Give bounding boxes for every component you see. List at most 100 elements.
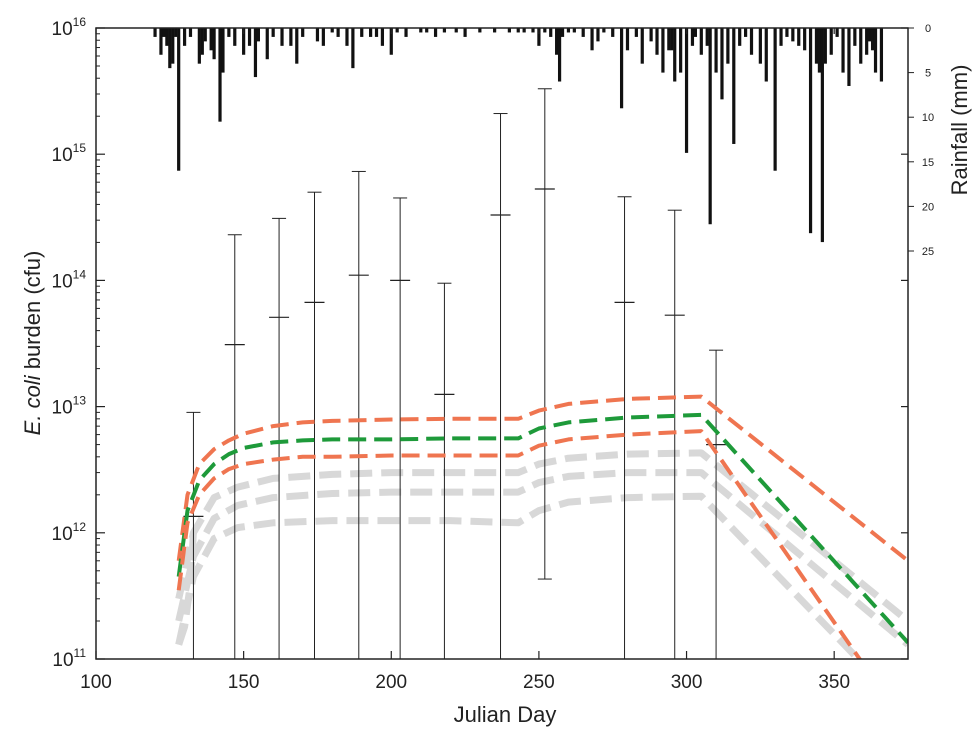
rain-bar-97 [797, 28, 800, 46]
rain-bar-22 [257, 28, 260, 41]
rain-bar-58 [558, 28, 561, 82]
y-tick-label-exponent: 14 [73, 267, 87, 281]
y2-tick-label-20: 20 [922, 201, 934, 213]
rain-bar-89 [744, 28, 747, 37]
rain-bar-86 [726, 28, 729, 64]
rain-bar-16 [221, 28, 224, 73]
series-line-gray-3 [179, 496, 864, 665]
y-tick-label-exponent: 16 [73, 15, 87, 29]
rain-bar-88 [738, 28, 741, 46]
y-tick-label-base: 10 [52, 271, 73, 292]
rain-bar-72 [655, 28, 658, 55]
rain-bar-105 [836, 28, 839, 37]
rain-bar-83 [709, 28, 712, 224]
y-axis-title: E. coli burden (cfu) [20, 251, 45, 436]
rain-bar-109 [859, 28, 862, 64]
rain-bar-9 [189, 28, 192, 37]
y-tick-label-exponent: 13 [73, 394, 87, 408]
x-tick-label-150: 150 [228, 672, 260, 693]
rain-bar-32 [337, 28, 340, 37]
y-axis-title-italic: E. coli [20, 374, 45, 435]
y2-tick-label-5: 5 [925, 68, 931, 80]
y-tick-label-15: 1015 [52, 141, 87, 166]
rain-bar-34 [351, 28, 354, 68]
rain-bar-6 [174, 28, 177, 37]
rain-bar-26 [289, 28, 292, 46]
rain-bar-38 [381, 28, 384, 46]
error-bars-layer [183, 89, 726, 659]
rain-bar-101 [818, 28, 821, 73]
rain-bar-21 [254, 28, 257, 77]
y2-tick-label-0: 0 [925, 23, 931, 35]
series-line-gray-2 [179, 473, 908, 645]
rain-bar-8 [183, 28, 186, 46]
y-tick-label-base: 10 [52, 650, 73, 671]
rain-bar-103 [824, 28, 827, 64]
x-axis-title: Julian Day [454, 702, 557, 727]
x-tick-label-350: 350 [818, 672, 850, 693]
rain-bar-74 [667, 28, 670, 50]
y-tick-label-base: 10 [52, 19, 73, 40]
rain-bar-47 [463, 28, 466, 37]
rain-bar-98 [803, 28, 806, 50]
rain-bar-4 [168, 28, 171, 68]
x-tick-label-100: 100 [80, 672, 112, 693]
rain-bar-15 [218, 28, 221, 122]
rain-bar-62 [582, 28, 585, 37]
rain-bar-95 [785, 28, 788, 37]
rain-bar-33 [345, 28, 348, 46]
y-tick-label-13: 1013 [52, 394, 87, 419]
rain-bar-108 [853, 28, 856, 46]
rain-bar-76 [673, 28, 676, 82]
rain-bar-25 [280, 28, 283, 46]
rain-bar-64 [596, 28, 599, 41]
x-tick-label-250: 250 [523, 672, 555, 693]
axes-layer [96, 28, 914, 659]
y-tick-label-base: 10 [52, 145, 73, 166]
rain-bar-7 [177, 28, 180, 171]
rain-bar-91 [759, 28, 762, 64]
rain-bar-56 [549, 28, 552, 37]
rain-bar-104 [830, 28, 833, 55]
rain-bar-41 [404, 28, 407, 37]
rain-bar-94 [779, 28, 782, 46]
rain-bar-17 [227, 28, 230, 37]
rain-bar-75 [670, 28, 673, 50]
rain-bar-107 [847, 28, 850, 86]
rain-bar-73 [661, 28, 664, 73]
rain-bar-81 [700, 28, 703, 55]
rain-bar-37 [375, 28, 378, 37]
y-tick-label-exponent: 15 [73, 141, 87, 155]
rain-bar-84 [714, 28, 717, 73]
rain-bar-96 [791, 28, 794, 41]
rain-bar-12 [204, 28, 207, 41]
rain-bar-92 [765, 28, 768, 82]
rain-bar-87 [732, 28, 735, 144]
y-tick-label-exponent: 11 [74, 646, 87, 660]
rain-bar-100 [815, 28, 818, 64]
y2-tick-label-10: 10 [922, 112, 934, 124]
rain-bar-70 [641, 28, 644, 64]
y-tick-label-14: 1014 [52, 267, 87, 292]
rain-bar-93 [774, 28, 777, 171]
rain-bar-99 [809, 28, 812, 233]
x-tick-label-300: 300 [671, 672, 703, 693]
rain-bar-67 [620, 28, 623, 108]
rain-bar-23 [266, 28, 269, 59]
rain-bar-28 [301, 28, 304, 37]
rain-bar-14 [213, 28, 216, 59]
x-tick-label-200: 200 [375, 672, 407, 693]
rain-bar-0 [153, 28, 156, 37]
rain-bar-113 [874, 28, 877, 73]
rain-bar-102 [821, 28, 824, 242]
rain-bar-106 [841, 28, 844, 73]
rain-bar-59 [561, 28, 564, 37]
rain-bar-30 [322, 28, 325, 46]
rain-bar-57 [555, 28, 558, 55]
rain-bar-77 [679, 28, 682, 73]
rain-bar-27 [295, 28, 298, 64]
rain-bar-90 [750, 28, 753, 55]
y-tick-label-exponent: 12 [73, 520, 87, 534]
y-tick-label-base: 10 [52, 524, 73, 545]
